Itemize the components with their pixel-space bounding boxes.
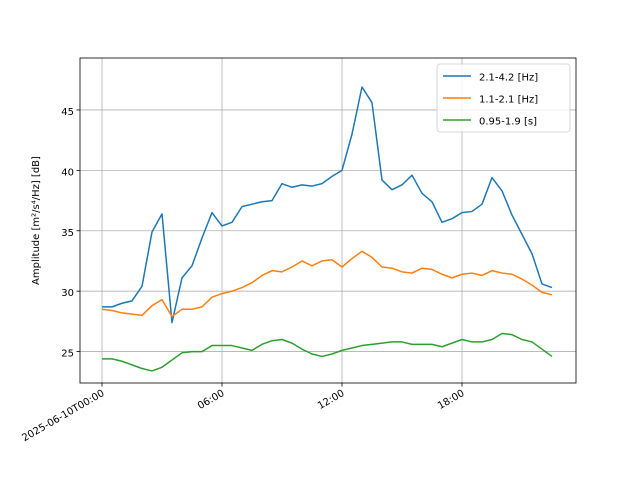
legend-label-2: 1.1-2.1 [Hz] xyxy=(479,95,538,106)
y-tick-label: 25 xyxy=(61,349,74,360)
series-line-2 xyxy=(101,250,553,318)
y-axis: 25 30 35 40 45 xyxy=(61,107,80,360)
plot-frame xyxy=(79,57,577,384)
series-line-3 xyxy=(102,332,553,372)
legend-box xyxy=(436,63,571,133)
y-axis-label: Amplitude [m²/s⁴/Hz] [dB] xyxy=(31,156,42,285)
y-tick-label: 40 xyxy=(61,167,74,178)
legend-label-1: 2.1-4.2 [Hz] xyxy=(479,73,538,84)
series-line-1 xyxy=(102,86,553,324)
legend-label-3: 0.95-1.9 [s] xyxy=(479,117,537,128)
y-tick-label: 45 xyxy=(61,107,74,118)
legend: 2.1-4.2 [Hz] 1.1-2.1 [Hz] 0.95-1.9 [s] xyxy=(436,63,571,133)
y-tick-label: 30 xyxy=(61,288,74,299)
y-tick-label: 35 xyxy=(61,228,74,239)
series-layer xyxy=(101,86,553,372)
